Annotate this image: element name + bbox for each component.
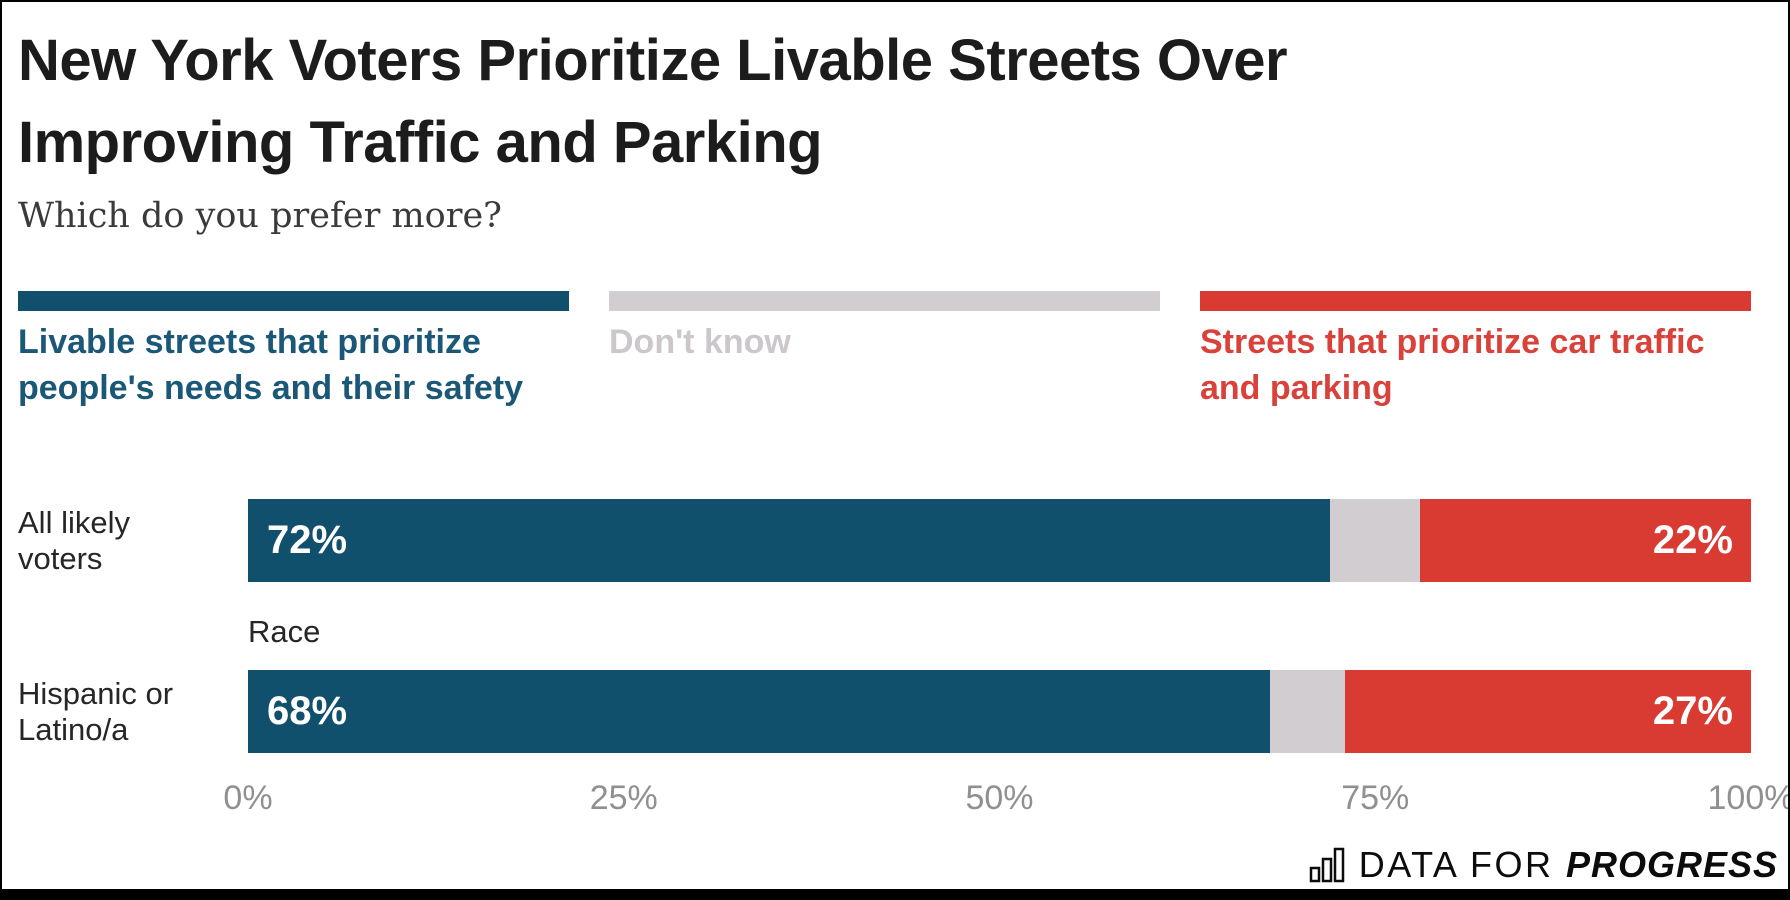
logo-text-suffix: PROGRESS (1565, 844, 1778, 885)
legend-label-livable: Livable streets that prioritize people's… (18, 319, 569, 411)
page-title: New York Voters Prioritize Livable Stree… (18, 20, 1288, 184)
legend-swatch-livable (18, 291, 569, 311)
bar-value-livable: 68% (267, 689, 348, 733)
legend-label-dont-know-line-1: Don't know (609, 323, 791, 361)
bar-segment-livable: 68% (248, 670, 1271, 753)
bar-segment-livable: 72% (248, 499, 1331, 582)
bar-row-hispanic-latino: Hispanic or Latino/a 68% 27% (18, 670, 1751, 753)
row-label-line-2: voters (18, 540, 103, 576)
chart-legend: Livable streets that prioritize people's… (18, 291, 1751, 411)
legend-label-dont-know: Don't know (609, 319, 1160, 365)
bar-segment-dont-know (1270, 670, 1346, 753)
bar-track-all-likely-voters: 72% 22% (248, 499, 1751, 582)
row-label-line-1: All likely (18, 504, 130, 540)
bar-row-all-likely-voters: All likely voters 72% 22% (18, 499, 1751, 582)
x-axis: 0% 25% 50% 75% 100% (223, 779, 1788, 819)
row-group-label-race: Race (248, 614, 321, 649)
legend-label-livable-line-1: Livable streets that prioritize (18, 323, 481, 361)
bar-chart-icon (1309, 847, 1345, 883)
legend-item-car-traffic: Streets that prioritize car traffic and … (1200, 291, 1751, 411)
legend-label-car-traffic-line-2: and parking (1200, 369, 1393, 407)
data-for-progress-logo: DATA FOR PROGRESS (1309, 844, 1778, 886)
bar-value-car-traffic: 27% (1652, 689, 1733, 733)
x-axis-tick-0: 0% (223, 779, 273, 817)
legend-label-car-traffic: Streets that prioritize car traffic and … (1200, 319, 1751, 411)
row-label-line-1: Hispanic or (18, 675, 174, 711)
legend-swatch-car-traffic (1200, 291, 1751, 311)
chart-subtitle: Which do you prefer more? (18, 196, 502, 236)
title-line-1: New York Voters Prioritize Livable Stree… (18, 28, 1288, 93)
legend-item-livable-streets: Livable streets that prioritize people's… (18, 291, 569, 411)
logo-text: DATA FOR PROGRESS (1359, 844, 1778, 886)
x-axis-tick-100: 100% (1707, 779, 1790, 817)
x-axis-tick-75: 75% (1341, 779, 1410, 817)
logo-text-prefix: DATA FOR (1358, 844, 1566, 885)
legend-swatch-dont-know (609, 291, 1160, 311)
bar-segment-car-traffic: 27% (1345, 670, 1751, 753)
legend-item-dont-know: Don't know (609, 291, 1160, 411)
legend-label-car-traffic-line-1: Streets that prioritize car traffic (1200, 323, 1705, 361)
x-axis-tick-25: 25% (589, 779, 658, 817)
bar-value-livable: 72% (267, 518, 348, 562)
title-line-2: Improving Traffic and Parking (18, 110, 823, 175)
x-axis-tick-50: 50% (965, 779, 1034, 817)
row-label-hispanic-latino: Hispanic or Latino/a (18, 670, 248, 753)
bar-value-car-traffic: 22% (1652, 518, 1733, 562)
bar-track-hispanic-latino: 68% 27% (248, 670, 1751, 753)
row-label-line-2: Latino/a (18, 711, 129, 747)
legend-label-livable-line-2: people's needs and their safety (18, 369, 524, 407)
row-label-all-likely-voters: All likely voters (18, 499, 248, 582)
bottom-black-bar (2, 889, 1788, 898)
bar-segment-dont-know (1330, 499, 1421, 582)
bar-segment-car-traffic: 22% (1420, 499, 1751, 582)
